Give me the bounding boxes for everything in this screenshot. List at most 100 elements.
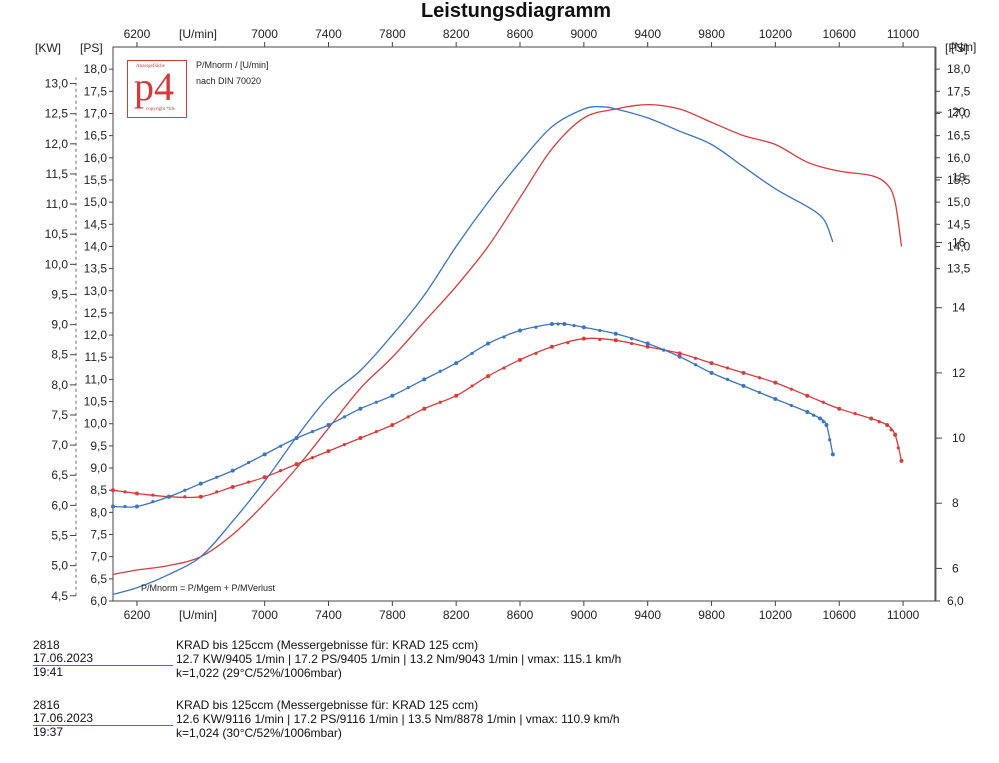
ps-tick-label: 12,0 [84,328,108,342]
ps-tick-label: 17,5 [84,84,108,98]
ps-right-tick-label: 17,5 [947,84,971,98]
torque-point-2818 [789,387,793,391]
kw-tick-label: 11,0 [46,197,69,211]
ps-tick-label: 10,5 [84,395,108,409]
legend-line-2: 12.6 KW/9116 1/min | 17.2 PS/9116 1/min … [176,712,620,726]
ps-unit-left: [PS] [80,41,103,55]
torque-point-2816 [630,337,634,341]
torque-point-2816 [581,325,586,330]
power-curve-2818 [112,103,903,576]
legend-line-3: k=1,024 (30°C/52%/1006mbar) [176,726,342,740]
x-tick-top-label: 7000 [251,27,278,41]
torque-point-2818 [123,490,127,494]
ps-right-tick-label: 15,0 [947,195,971,209]
torque-point-2816 [438,369,442,373]
torque-point-2818 [885,423,890,428]
torque-point-2818 [470,384,474,388]
torque-point-2816 [572,324,576,328]
torque-curve-2818 [112,337,903,499]
torque-point-2816 [821,420,825,424]
legend-line-1: KRAD bis 125ccm (Messergebnisse für: KRA… [176,698,479,712]
kw-tick-label: 9,0 [51,318,68,332]
nm-unit: [Nm] [951,40,976,54]
x-tick-bottom-label: 8600 [507,608,534,622]
x-tick-top-label: 9000 [571,27,598,41]
torque-point-2818 [645,344,650,349]
torque-point-2816 [709,370,714,375]
legend-id: 2818 [33,638,60,652]
torque-point-2816 [310,429,315,434]
torque-point-2816 [613,331,618,336]
torque-point-2818 [877,420,881,424]
kw-tick-label: 8,5 [51,348,68,362]
torque-point-2818 [889,428,893,432]
torque-point-2818 [151,493,155,497]
torque-point-2818 [278,469,283,473]
torque-point-2818 [757,376,762,380]
ps-unit-right: [PS] [945,41,968,55]
torque-point-2818 [581,336,586,341]
torque-point-2818 [342,442,347,447]
torque-point-2816 [549,322,554,326]
nm-tick-label: 8 [952,496,959,510]
torque-point-2818 [899,458,904,463]
legend-id: 2816 [33,698,60,712]
x-tick-bottom-label: 9400 [634,608,661,622]
torque-point-2818 [390,423,395,428]
ps-tick-label: 10,0 [84,417,108,431]
torque-point-2818 [896,446,900,450]
power-curve-2816 [112,105,834,596]
torque-point-2818 [821,400,825,404]
x-tick-top-label: 8200 [443,27,470,41]
torque-point-2818 [215,490,219,494]
torque-point-2818 [247,480,251,484]
nm-tick-label: 20 [952,105,966,119]
ps-right-tick-label: 16,5 [947,129,971,143]
torque-point-2816 [215,475,219,479]
x-tick-bottom-label: 10600 [823,608,857,622]
ps-right-tick-label: 14,5 [947,217,971,231]
torque-point-2816 [677,354,682,359]
torque-point-2818 [422,406,427,411]
legend-swatch-line [33,725,173,726]
torque-point-2816 [326,423,331,428]
torque-point-2816 [486,341,491,346]
nm-tick-label: 14 [952,301,966,315]
torque-point-2818 [869,416,874,421]
torque-point-2818 [454,393,459,398]
kw-tick-label: 12,5 [45,107,69,121]
torque-point-2818 [534,351,538,355]
kw-tick-label: 8,0 [51,378,68,392]
torque-point-2816 [342,415,347,419]
x-tick-bottom-label: 7400 [315,608,342,622]
note-din: nach DIN 70020 [196,76,262,86]
kw-tick-label: 4,5 [51,589,68,603]
torque-point-2816 [741,383,746,388]
x-tick-bottom-label: 10200 [759,608,793,622]
torque-point-2816 [662,348,666,352]
torque-point-2816 [562,322,567,326]
logo-bottom-text: copyright *tds [146,107,175,112]
ps-right-tick-label: 17,0 [947,106,971,120]
x-tick-bottom-label: 7800 [379,608,406,622]
torque-point-2816 [789,403,793,408]
kw-tick-label: 6,5 [51,468,68,482]
torque-point-2816 [518,328,523,333]
torque-point-2816 [230,468,235,473]
ps-tick-label: 6,0 [90,594,107,608]
torque-point-2816 [294,436,299,441]
torque-point-2816 [262,452,267,457]
ps-tick-label: 14,5 [84,217,108,231]
x-tick-top-label: 7800 [379,27,406,41]
torque-point-2818 [294,462,299,467]
torque-point-2818 [198,494,203,499]
kw-tick-label: 7,0 [51,438,68,452]
x-unit-top: [U/min] [179,27,217,41]
torque-point-2816 [812,413,816,417]
ps-right-tick-label: 6,0 [947,594,964,608]
torque-point-2818 [326,449,331,454]
torque-point-2818 [549,344,554,349]
ps-tick-label: 13,5 [84,262,108,276]
torque-point-2816 [123,504,127,509]
torque-point-2816 [757,390,762,395]
